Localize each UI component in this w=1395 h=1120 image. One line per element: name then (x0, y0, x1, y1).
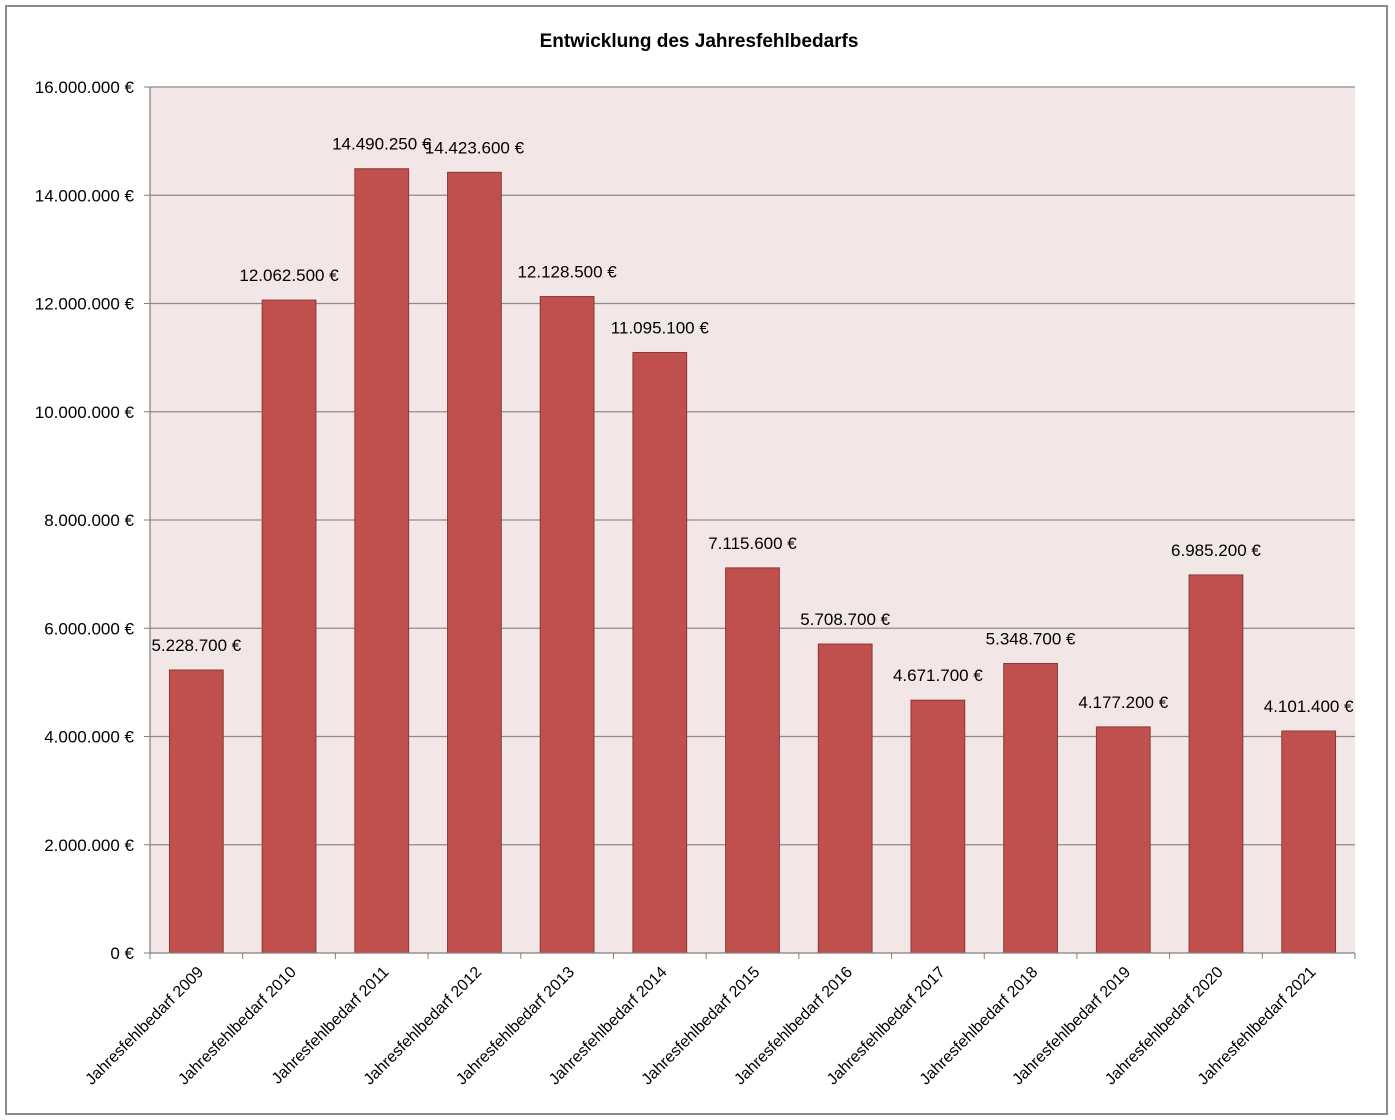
bar (910, 699, 966, 954)
bar (261, 299, 317, 954)
data-label: 4.671.700 € (893, 666, 983, 685)
chart-title: Entwicklung des Jahresfehlbedarfs (540, 31, 859, 52)
data-label: 7.115.600 € (708, 534, 797, 553)
y-tick-label: 16.000.000 € (35, 78, 135, 97)
data-label: 6.985.200 € (1171, 541, 1261, 560)
y-tick-label: 10.000.000 € (35, 403, 135, 422)
data-label: 14.490.250 € (332, 135, 432, 154)
bar (632, 351, 688, 954)
bar (1188, 574, 1244, 954)
y-tick-label: 0 € (110, 944, 134, 963)
data-label: 11.095.100 € (611, 318, 710, 337)
y-tick-label: 2.000.000 € (44, 836, 134, 855)
bar (447, 171, 502, 954)
y-tick-label: 8.000.000 € (44, 511, 134, 530)
y-tick-label: 4.000.000 € (44, 728, 134, 747)
data-label: 4.101.400 € (1264, 697, 1354, 716)
bar (817, 643, 873, 954)
bar (725, 567, 780, 954)
data-label: 12.128.500 € (517, 263, 617, 282)
data-label: 5.348.700 € (986, 630, 1076, 649)
data-label: 12.062.500 € (239, 266, 339, 285)
y-tick-label: 6.000.000 € (44, 619, 134, 638)
y-tick-label: 12.000.000 € (35, 295, 135, 314)
y-axis: 0 € 2.000.000 € 4.000.000 € 6.000.000 € 8.00… (35, 78, 151, 963)
bar (1281, 730, 1337, 954)
bar (168, 669, 224, 954)
y-tick-label: 14.000.000 € (35, 186, 135, 205)
data-label: 14.423.600 € (425, 138, 525, 157)
data-label: 4.177.200 € (1078, 693, 1168, 712)
data-labels: 5.228.700 € 12.062.500 € 14.490.250 €14.42… (151, 135, 1354, 716)
bars (168, 168, 1337, 954)
data-label: 5.228.700 € (151, 636, 241, 655)
bar (1095, 726, 1151, 954)
bar (1003, 663, 1058, 954)
bar (354, 168, 410, 954)
bar (539, 296, 595, 954)
data-label: 5.708.700 € (800, 610, 890, 629)
